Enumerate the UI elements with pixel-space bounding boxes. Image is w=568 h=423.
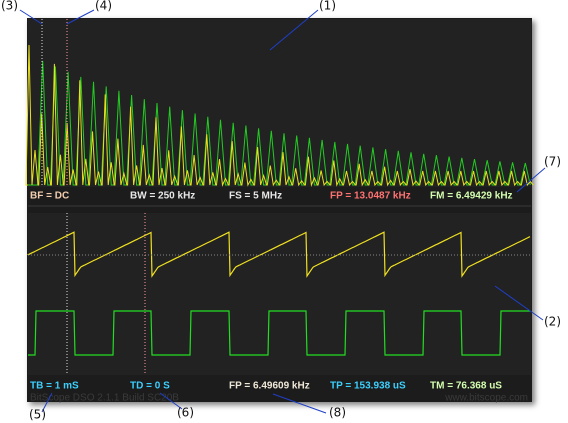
label: FP = 6.49609 kHz xyxy=(229,381,310,392)
callout: (8) xyxy=(329,406,346,420)
trace xyxy=(28,60,531,186)
label: FM = 6.49429 kHz xyxy=(430,191,513,202)
callout: (3) xyxy=(1,0,18,13)
callout: (5) xyxy=(29,408,46,422)
trace xyxy=(28,310,530,356)
label: TM = 76.368 uS xyxy=(430,381,502,392)
footer-build: BitScope DSO 2.1.1 Build SC20B xyxy=(30,393,179,404)
label: TP = 153.938 uS xyxy=(330,381,406,392)
callout-lines xyxy=(19,9,546,414)
trace xyxy=(25,44,534,187)
trace xyxy=(27,231,531,278)
callout: (7) xyxy=(544,155,561,169)
callout: (4) xyxy=(95,0,112,13)
label: BF = DC xyxy=(30,191,69,202)
label: BW = 250 kHz xyxy=(130,191,195,202)
callout: (6) xyxy=(177,406,194,420)
label: FP = 13.0487 kHz xyxy=(330,191,411,202)
label: TB = 1 mS xyxy=(30,381,79,392)
footer-website: www.bitscope.com xyxy=(444,393,528,404)
callout: (1) xyxy=(319,0,336,13)
spectrum-trace xyxy=(25,44,534,187)
spectrum-panel xyxy=(28,19,531,187)
scope-panel xyxy=(28,213,531,375)
scope-trace xyxy=(27,231,531,356)
label: FS = 5 MHz xyxy=(229,191,282,202)
label: TD = 0 S xyxy=(130,381,170,392)
callout: (2) xyxy=(544,315,561,329)
